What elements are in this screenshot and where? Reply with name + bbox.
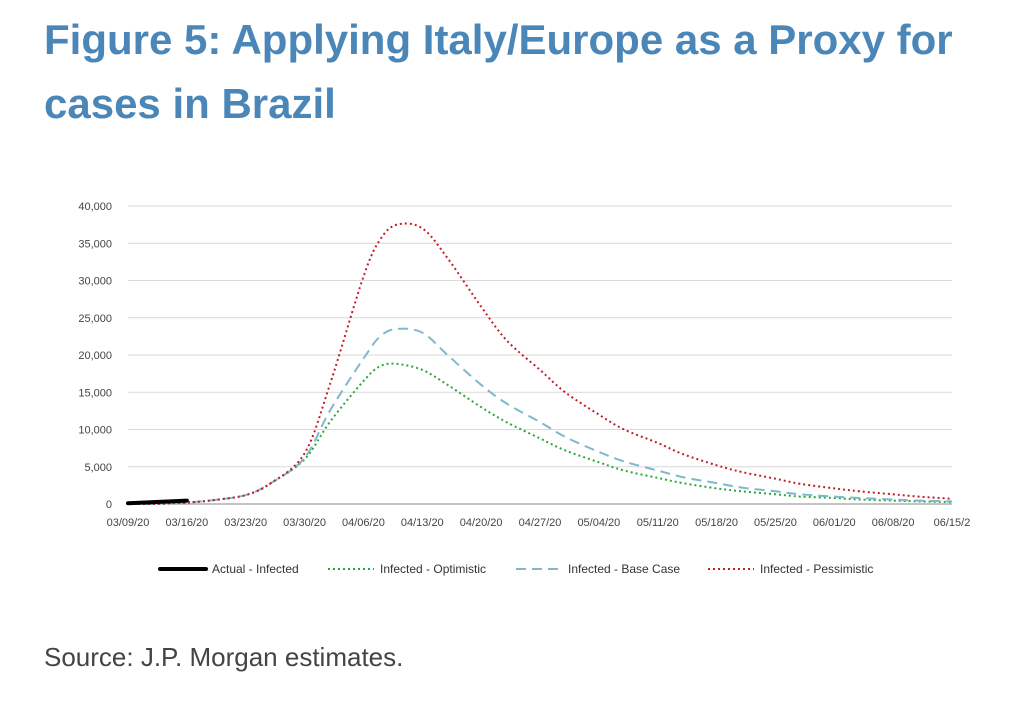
x-tick-label: 06/15/2 [934,517,971,529]
legend-label: Actual - Infected [212,562,299,576]
series-line-actual-infected [126,498,189,506]
legend: Actual - Infected Infected - Optimistic In… [158,562,873,576]
x-tick-label: 03/09/20 [107,517,150,529]
page-title: Figure 5: Applying Italy/Europe as a Pro… [44,16,953,127]
legend-label: Infected - Base Case [568,562,680,576]
x-tick-label: 06/01/20 [813,517,856,529]
series-line-infected-pessimistic [128,222,953,505]
x-tick-label: 05/18/20 [695,517,738,529]
x-tick-label: 05/25/20 [754,517,797,529]
y-tick-label: 10,000 [78,425,112,437]
legend-label: Infected - Pessimistic [760,562,873,576]
x-tick-label: 04/06/20 [342,517,385,529]
x-tick-label: 03/23/20 [224,517,267,529]
y-tick-label: 15,000 [78,387,112,399]
y-tick-label: 0 [106,499,112,511]
y-tick-label: 20,000 [78,350,112,362]
y-axis: 0 5,000 10,000 15,000 20,000 25,000 30,000 35,0… [78,201,112,511]
x-tick-label: 05/11/20 [637,517,679,529]
grid-lines [128,205,952,468]
x-axis: 03/09/20 03/16/20 03/23/20 03/30/20 04/06/20… [107,517,971,529]
x-tick-label: 05/04/20 [577,517,620,529]
y-tick-label: 35,000 [78,238,112,250]
x-tick-label: 04/13/20 [401,517,444,529]
source-note: Source: J.P. Morgan estimates. [44,642,404,672]
series-line-infected-optimistic [128,362,953,505]
y-tick-label: 5,000 [84,462,112,474]
y-tick-label: 25,000 [78,313,112,325]
x-tick-label: 03/30/20 [283,517,326,529]
x-tick-label: 03/16/20 [165,517,208,529]
legend-label: Infected - Optimistic [380,562,486,576]
series-line-infected-base-case [128,327,953,505]
series-lines [126,222,953,506]
y-tick-label: 30,000 [78,276,112,288]
x-tick-label: 04/20/20 [460,517,503,529]
x-tick-label: 04/27/20 [519,517,562,529]
y-tick-label: 40,000 [78,201,112,213]
x-tick-label: 06/08/20 [872,517,915,529]
